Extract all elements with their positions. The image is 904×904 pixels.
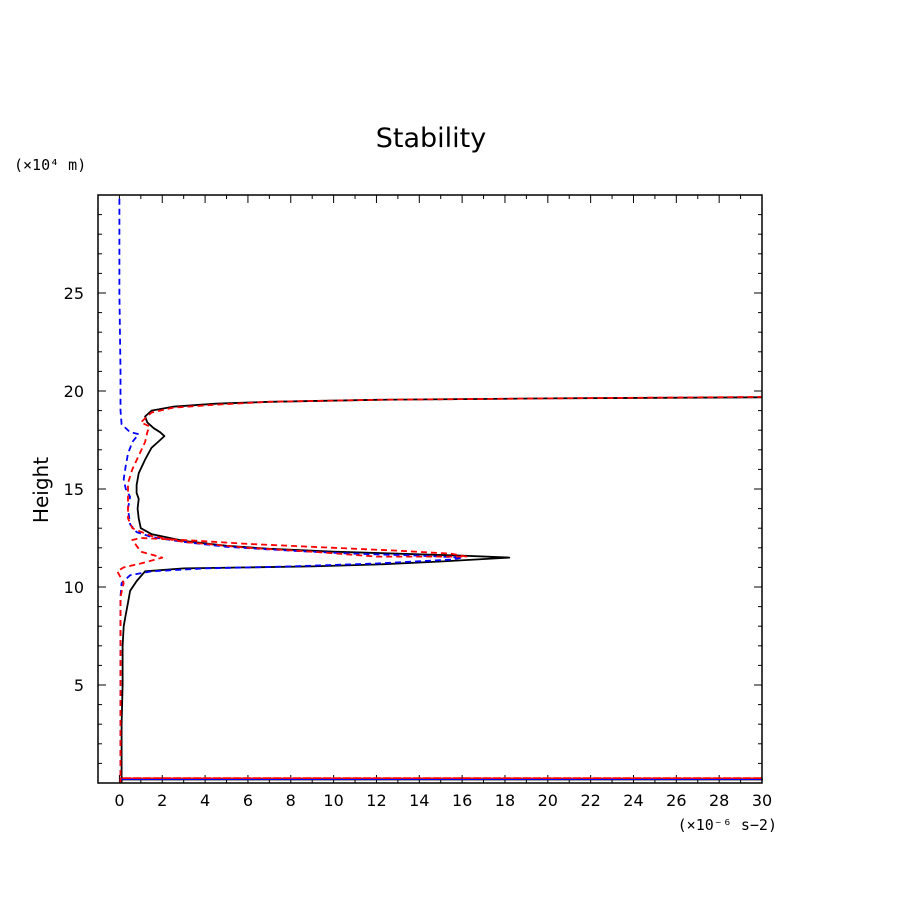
- x-tick-label: 10: [323, 791, 343, 810]
- x-tick-label: 6: [243, 791, 253, 810]
- y-tick-label: 5: [74, 676, 84, 695]
- y-tick-label: 10: [64, 578, 84, 597]
- x-unit-label: (×10⁻⁶ s−2): [678, 816, 777, 834]
- series-group: [116, 195, 763, 783]
- axis-ticks: [97, 195, 763, 783]
- x-tick-label: 24: [623, 791, 643, 810]
- x-tick-label: 20: [538, 791, 558, 810]
- x-tick-label: 16: [452, 791, 472, 810]
- x-tick-label: 4: [200, 791, 210, 810]
- y-tick-label: 25: [64, 284, 84, 303]
- y-axis-label: Height: [29, 457, 53, 523]
- series-line-3: [116, 396, 763, 783]
- x-tick-label: 30: [752, 791, 772, 810]
- y-unit-label: (×10⁴ m): [14, 156, 86, 174]
- x-tick-label: 18: [495, 791, 515, 810]
- x-tick-label: 2: [157, 791, 167, 810]
- x-tick-label: 0: [114, 791, 124, 810]
- x-tick-label: 28: [709, 791, 729, 810]
- x-tick-label: 12: [366, 791, 386, 810]
- series-line-1: [120, 396, 763, 783]
- y-tick-label: 15: [64, 480, 84, 499]
- series-line-2: [118, 195, 763, 783]
- x-tick-label: 22: [580, 791, 600, 810]
- x-tick-label: 8: [286, 791, 296, 810]
- plot-frame: [97, 194, 763, 784]
- x-tick-label: 14: [409, 791, 429, 810]
- y-tick-label: 20: [64, 382, 84, 401]
- x-tick-label: 26: [666, 791, 686, 810]
- chart-title: Stability: [376, 123, 487, 154]
